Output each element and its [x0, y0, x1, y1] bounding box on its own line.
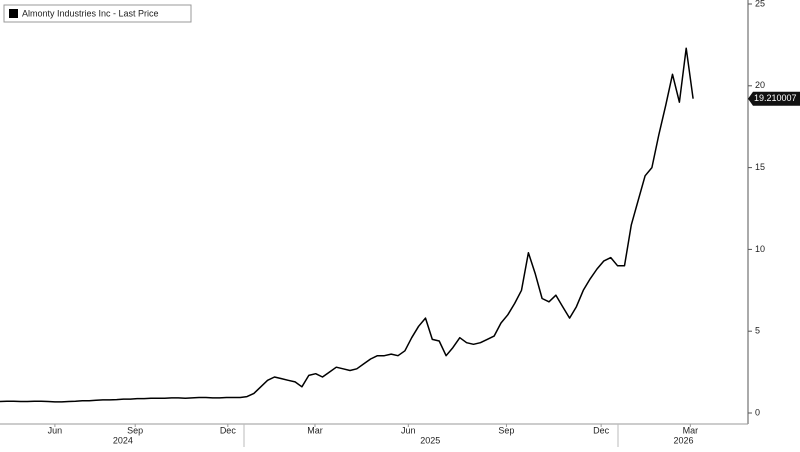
price-line — [0, 47, 694, 403]
x-tick-label: Sep — [498, 425, 514, 435]
legend-box — [3, 4, 192, 23]
y-tick-label: 15 — [755, 162, 765, 172]
year-label: 2025 — [420, 435, 440, 445]
y-tick-label: 20 — [755, 80, 765, 90]
x-tick-label: Mar — [683, 425, 699, 435]
x-tick-label: Jun — [401, 425, 416, 435]
legend-label: Almonty Industries Inc - Last Price — [22, 8, 159, 18]
x-tick-label: Jun — [48, 425, 63, 435]
y-tick-label: 0 — [755, 407, 760, 417]
x-tick-label: Dec — [593, 425, 610, 435]
legend-swatch — [9, 9, 18, 18]
last-price-tag — [748, 91, 800, 106]
x-tick-label: Sep — [127, 425, 143, 435]
year-label: 2026 — [673, 435, 693, 445]
y-tick-label: 10 — [755, 244, 765, 254]
x-tick-label: Dec — [220, 425, 237, 435]
x-tick-label: Mar — [307, 425, 323, 435]
y-tick-label: 5 — [755, 326, 760, 336]
year-label: 2024 — [113, 435, 133, 445]
last-price-label: 19.210007 — [754, 93, 797, 103]
y-tick-label: 25 — [755, 0, 765, 8]
